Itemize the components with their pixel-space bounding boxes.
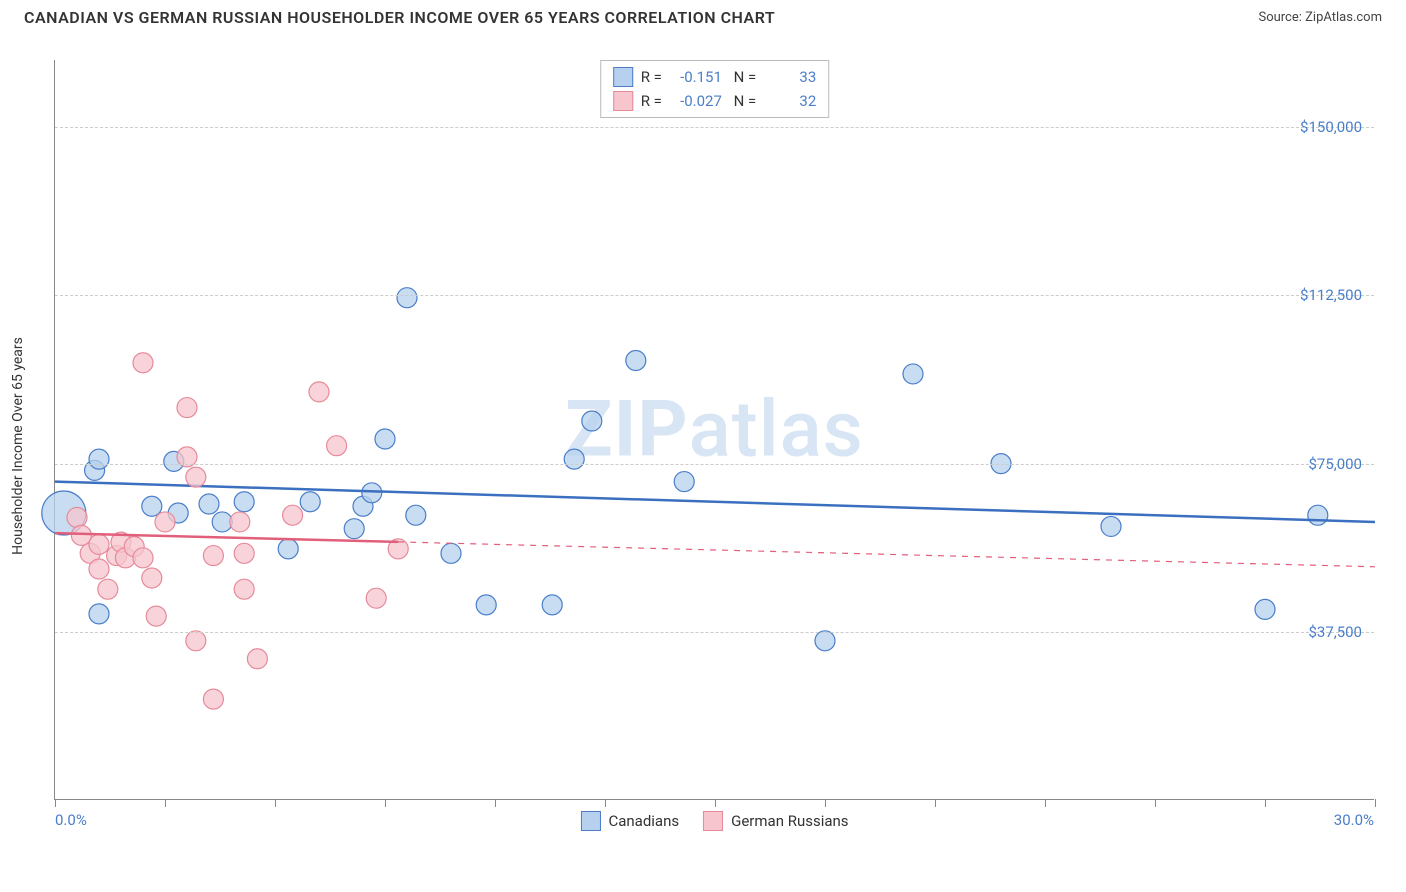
swatch-icon: [703, 811, 723, 831]
data-point: [626, 350, 646, 370]
data-point: [186, 467, 206, 487]
gridline: [55, 127, 1374, 128]
gridline: [55, 632, 1374, 633]
data-point: [674, 472, 694, 492]
data-point: [133, 353, 153, 373]
x-tick: [1045, 799, 1046, 807]
x-tick: [385, 799, 386, 807]
x-tick-label: 30.0%: [1334, 811, 1374, 829]
data-point: [234, 543, 254, 563]
legend-label: Canadians: [608, 812, 679, 830]
x-tick: [935, 799, 936, 807]
swatch-icon: [580, 811, 600, 831]
stats-row-german-russians: R = -0.027 N = 32: [613, 89, 817, 113]
data-point: [67, 507, 87, 527]
data-point: [89, 559, 109, 579]
data-point: [300, 492, 320, 512]
stats-box: R = -0.151 N = 33 R = -0.027 N = 32: [600, 60, 830, 118]
data-point: [309, 382, 329, 402]
data-point: [142, 568, 162, 588]
r-value: -0.151: [670, 68, 722, 86]
data-point: [89, 449, 109, 469]
swatch-icon: [613, 67, 633, 87]
data-point: [815, 631, 835, 651]
legend-label: German Russians: [731, 812, 848, 830]
data-point: [1101, 516, 1121, 536]
data-point: [142, 496, 162, 516]
data-point: [278, 539, 298, 559]
chart-title: CANADIAN VS GERMAN RUSSIAN HOUSEHOLDER I…: [24, 8, 775, 27]
header: CANADIAN VS GERMAN RUSSIAN HOUSEHOLDER I…: [0, 0, 1406, 27]
gridline: [55, 295, 1374, 296]
data-point: [327, 436, 347, 456]
chart-area: ZIPatlas R = -0.151 N = 33 R = -0.027 N …: [54, 60, 1374, 800]
data-point: [362, 483, 382, 503]
r-value: -0.027: [670, 92, 722, 110]
data-point: [582, 411, 602, 431]
data-point: [199, 494, 219, 514]
y-tick-label: $37,500: [1308, 623, 1362, 641]
data-point: [71, 525, 91, 545]
y-tick-label: $112,500: [1300, 286, 1362, 304]
data-point: [375, 429, 395, 449]
data-point: [283, 505, 303, 525]
gridline: [55, 464, 1374, 465]
data-point: [203, 546, 223, 566]
x-tick: [55, 799, 56, 807]
data-point: [89, 604, 109, 624]
data-point: [366, 588, 386, 608]
data-point: [186, 631, 206, 651]
x-tick: [1155, 799, 1156, 807]
data-point: [155, 512, 175, 532]
data-point: [234, 579, 254, 599]
x-tick: [1265, 799, 1266, 807]
n-value: 32: [764, 92, 816, 110]
x-tick-label: 0.0%: [55, 811, 87, 829]
data-point: [98, 579, 118, 599]
data-point: [406, 505, 426, 525]
bottom-legend: Canadians German Russians: [580, 811, 848, 831]
data-point: [212, 512, 232, 532]
y-axis-label: Householder Income Over 65 years: [10, 337, 26, 555]
data-point: [542, 595, 562, 615]
data-point: [1308, 505, 1328, 525]
data-point: [89, 534, 109, 554]
swatch-icon: [613, 91, 633, 111]
x-tick: [165, 799, 166, 807]
data-point: [397, 288, 417, 308]
data-point: [146, 606, 166, 626]
x-tick: [1375, 799, 1376, 807]
data-point: [903, 364, 923, 384]
stats-row-canadians: R = -0.151 N = 33: [613, 65, 817, 89]
data-point: [177, 398, 197, 418]
data-point: [247, 649, 267, 669]
data-point: [1255, 599, 1275, 619]
data-point: [230, 512, 250, 532]
data-point: [133, 548, 153, 568]
x-tick: [605, 799, 606, 807]
data-point: [564, 449, 584, 469]
x-tick: [825, 799, 826, 807]
data-point: [203, 689, 223, 709]
data-point: [476, 595, 496, 615]
x-tick: [495, 799, 496, 807]
y-tick-label: $150,000: [1300, 118, 1362, 136]
data-point: [441, 543, 461, 563]
y-tick-label: $75,000: [1308, 455, 1362, 473]
trend-line-extrapolated: [398, 542, 1375, 567]
data-point: [344, 519, 364, 539]
source-text: Source: ZipAtlas.com: [1258, 10, 1382, 25]
n-value: 33: [764, 68, 816, 86]
legend-item-canadians: Canadians: [580, 811, 679, 831]
x-tick: [715, 799, 716, 807]
x-tick: [275, 799, 276, 807]
data-point: [234, 492, 254, 512]
legend-item-german-russians: German Russians: [703, 811, 848, 831]
scatter-plot: [55, 60, 1374, 799]
